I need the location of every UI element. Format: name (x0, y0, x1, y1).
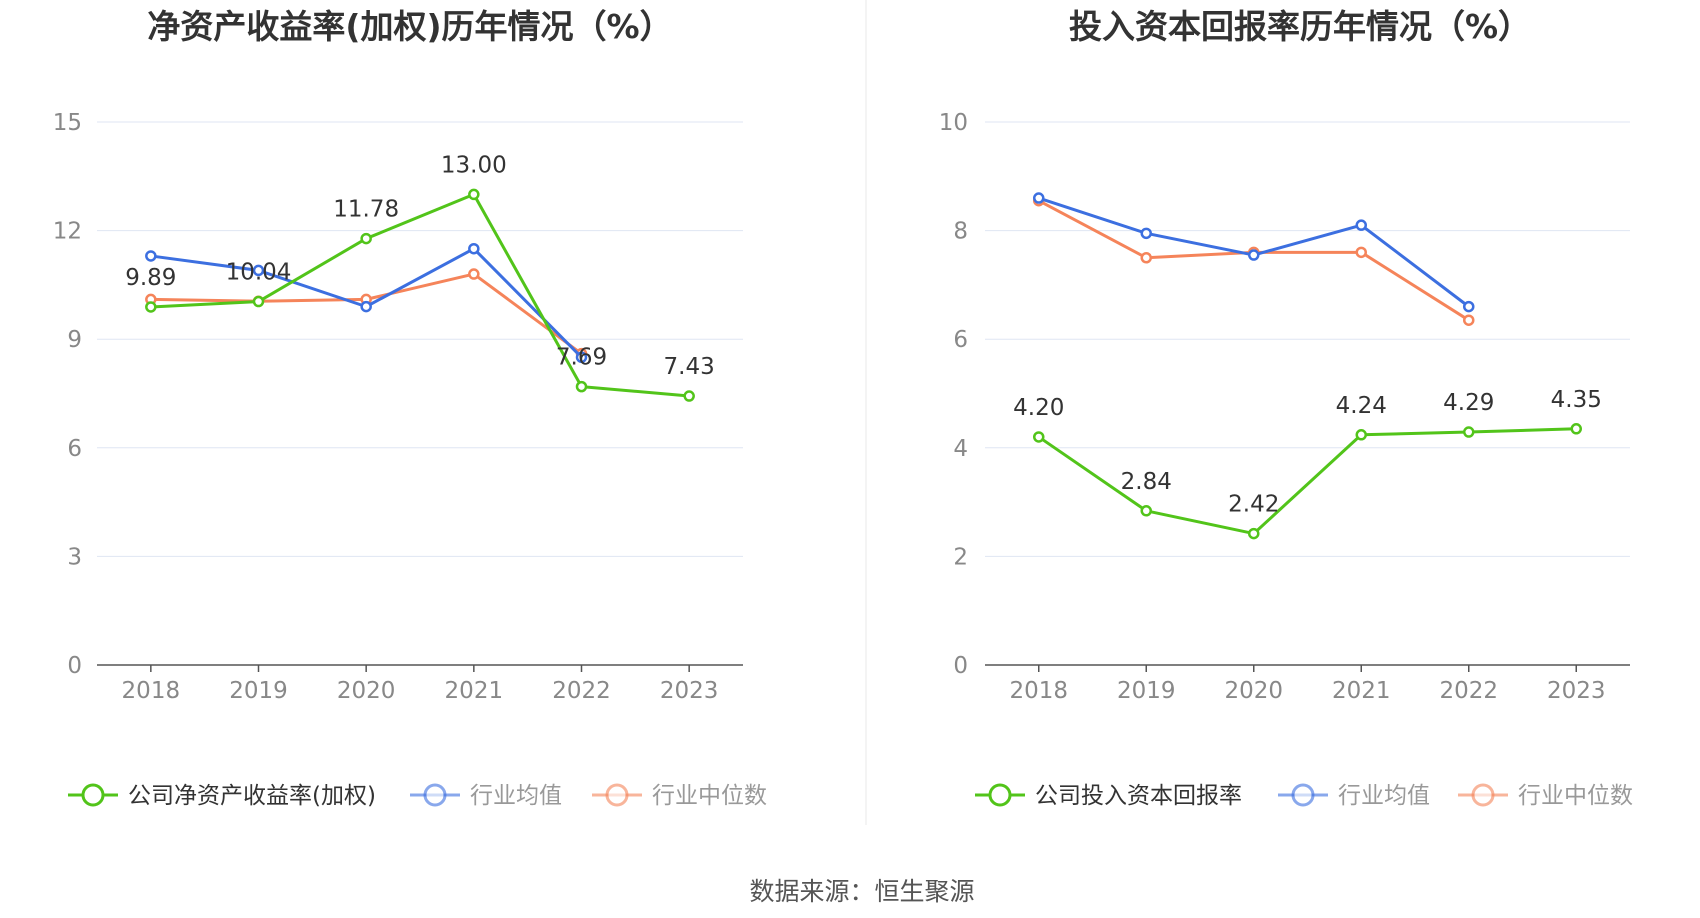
y-tick-label: 15 (53, 110, 82, 136)
y-tick-label: 0 (67, 653, 82, 679)
y-tick-label: 8 (953, 219, 968, 245)
data-label: 10.04 (226, 260, 292, 286)
x-tick-label: 2023 (660, 678, 719, 704)
legend-label: 公司净资产收益率(加权) (128, 783, 376, 809)
y-tick-label: 6 (953, 327, 968, 353)
data-point (1140, 505, 1152, 517)
legend-item: 行业中位数 (592, 783, 767, 809)
series-line (150, 192, 690, 398)
legend-marker (1471, 783, 1495, 807)
data-point (575, 351, 588, 364)
data-point (252, 264, 265, 277)
legend-marker (1291, 783, 1315, 807)
roe-chart-panel: 净资产收益率(加权)历年情况（%） 0 3 6 9 12 15 2018 2019 2020 202… (53, 7, 767, 809)
legend-item: 行业中位数 (1458, 783, 1633, 809)
legend-label: 公司投入资本回报率 (1035, 783, 1242, 809)
series-line (1037, 427, 1577, 536)
x-tick-label: 2020 (337, 678, 396, 704)
data-point (1033, 192, 1045, 204)
data-label: 4.35 (1551, 387, 1602, 413)
data-label: 4.20 (1013, 395, 1064, 421)
data-point (1463, 300, 1475, 313)
data-point (1140, 252, 1152, 264)
x-tick-label: 2022 (552, 678, 611, 704)
legend-label: 行业中位数 (1518, 783, 1633, 809)
roic-chart-panel: 投入资本回报率历年情况（%） 0 2 4 6 8 10 2018 2019 2020 2021 202… (939, 7, 1633, 809)
x-tick-label: 2021 (445, 678, 504, 704)
data-label: 2.84 (1121, 469, 1172, 495)
legend-item: 公司净资产收益率(加权) (68, 783, 376, 809)
data-point (252, 295, 265, 308)
y-tick-label: 6 (67, 436, 82, 462)
chart-title: 投入资本回报率历年情况（%） (1069, 7, 1531, 46)
data-point (145, 301, 157, 313)
x-tick-label: 2019 (229, 678, 288, 704)
y-tick-label: 2 (953, 544, 968, 570)
legend-label: 行业中位数 (652, 783, 767, 809)
chart-title: 净资产收益率(加权)历年情况（%） (147, 7, 672, 46)
data-point (683, 390, 695, 402)
series-line (150, 272, 583, 355)
y-tick-label: 10 (939, 110, 968, 136)
data-point (1355, 429, 1367, 441)
legend-item: 公司投入资本回报率 (975, 783, 1242, 809)
data-label: 7.69 (556, 345, 607, 371)
x-tick-label: 2018 (1009, 678, 1068, 704)
data-point (468, 188, 480, 201)
x-tick-label: 2023 (1547, 678, 1606, 704)
data-point (468, 242, 480, 255)
data-point (145, 250, 157, 262)
data-point (1355, 246, 1367, 259)
data-point (1033, 431, 1045, 443)
data-point (575, 380, 588, 393)
data-point (1570, 423, 1582, 435)
legend-item: 行业均值 (410, 783, 562, 809)
data-point (1463, 314, 1475, 326)
y-tick-label: 12 (53, 219, 82, 245)
data-source-note: 数据来源：恒生聚源 (749, 877, 974, 906)
x-tick-label: 2022 (1439, 678, 1498, 704)
y-tick-label: 0 (953, 653, 968, 679)
x-tick-label: 2020 (1224, 678, 1283, 704)
data-point (1355, 219, 1367, 231)
legend-marker (605, 783, 629, 807)
legend-label: 行业均值 (470, 783, 562, 809)
data-label: 13.00 (441, 152, 507, 178)
data-point (1248, 249, 1260, 261)
data-point (1248, 527, 1260, 540)
data-label: 4.24 (1336, 393, 1387, 419)
y-tick-label: 3 (67, 544, 82, 570)
legend-marker (81, 783, 105, 807)
data-label: 4.29 (1443, 390, 1494, 416)
data-point (360, 300, 372, 313)
legend-marker (423, 783, 447, 807)
x-tick-label: 2018 (122, 678, 181, 704)
data-label: 7.43 (664, 354, 715, 380)
x-tick-label: 2021 (1332, 678, 1391, 704)
data-label: 2.42 (1228, 492, 1279, 518)
legend-item: 行业均值 (1278, 783, 1430, 809)
data-point (468, 268, 480, 280)
legend-label: 行业均值 (1338, 783, 1430, 809)
data-label: 9.89 (125, 265, 176, 291)
x-tick-label: 2019 (1117, 678, 1176, 704)
data-point (1463, 426, 1475, 438)
data-label: 11.78 (333, 197, 399, 223)
data-point (1140, 227, 1152, 240)
y-tick-label: 9 (67, 327, 82, 353)
data-point (360, 232, 372, 245)
legend-marker (988, 783, 1012, 807)
y-tick-label: 4 (953, 436, 968, 462)
